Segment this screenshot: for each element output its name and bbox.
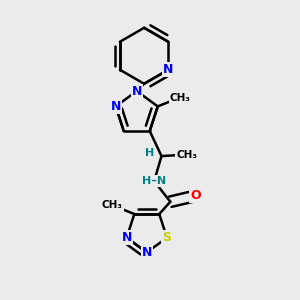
Text: N: N xyxy=(111,100,121,113)
Text: N: N xyxy=(163,63,173,76)
Text: N: N xyxy=(122,231,132,244)
Text: H: H xyxy=(145,148,154,158)
Text: N: N xyxy=(142,246,152,259)
Text: N: N xyxy=(132,85,142,98)
Text: S: S xyxy=(162,231,171,244)
Text: H–N: H–N xyxy=(142,176,166,186)
Text: O: O xyxy=(190,189,201,202)
Text: CH₃: CH₃ xyxy=(102,200,123,210)
Text: CH₃: CH₃ xyxy=(169,92,190,103)
Text: CH₃: CH₃ xyxy=(176,150,197,160)
